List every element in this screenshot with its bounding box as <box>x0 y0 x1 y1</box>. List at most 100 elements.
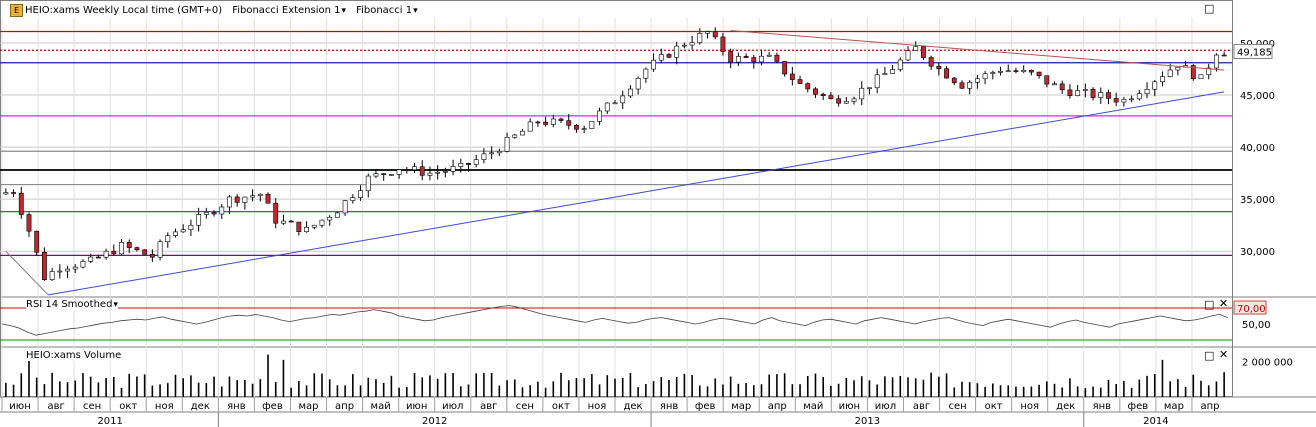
fibonacci-menu[interactable]: Fibonacci 1 <box>356 5 418 16</box>
candle-body <box>751 57 757 63</box>
candle-body <box>1082 89 1088 91</box>
candle-body <box>705 31 710 34</box>
candle-body <box>843 101 849 104</box>
candle-body <box>373 173 379 177</box>
candle-body <box>1214 54 1219 69</box>
year-label: 2012 <box>422 416 447 427</box>
candle-body <box>80 260 86 268</box>
month-label: ноя <box>588 401 607 412</box>
rsi-close-icon[interactable]: ✕ <box>1219 297 1229 310</box>
candle-body <box>57 270 63 273</box>
rsi-title-text: RSI 14 Smoothed <box>26 299 113 310</box>
candle-body <box>1113 98 1119 103</box>
candle-body <box>1090 89 1096 98</box>
candle-body <box>628 88 633 97</box>
candle-body <box>828 95 834 100</box>
candle-body <box>1098 92 1104 98</box>
candle-body <box>882 73 888 76</box>
symbol-selector[interactable]: E HEIO:xams Weekly Local time (GMT+0) <box>10 3 222 17</box>
month-label: окт <box>119 401 137 412</box>
candle-body <box>149 253 155 258</box>
candle-body <box>574 125 579 130</box>
candle-body <box>157 241 163 258</box>
last-price-label: 49,185 <box>1237 47 1272 58</box>
candle-body <box>512 134 518 138</box>
candle-body <box>165 235 171 243</box>
candle-body <box>442 171 448 173</box>
rsi-maximize-icon[interactable]: □ <box>1204 298 1215 311</box>
candle-body <box>304 226 309 232</box>
candle-body <box>219 206 225 215</box>
candle-body <box>1129 98 1135 101</box>
candle-body <box>504 136 510 152</box>
candle-body <box>859 87 865 100</box>
candle-body <box>735 56 741 63</box>
month-label: сен <box>516 401 534 412</box>
candle-body <box>72 266 78 270</box>
candle-body <box>419 166 425 176</box>
candle-body <box>589 121 595 129</box>
month-label: июн <box>839 401 860 412</box>
candle-body <box>227 196 232 208</box>
candle-body <box>527 121 533 132</box>
candle-body <box>1167 69 1173 77</box>
candle-body <box>681 44 687 47</box>
trendline <box>730 29 1225 71</box>
price-tick-label: 30,000 <box>1240 247 1275 258</box>
maximize-icon[interactable]: □ <box>1204 2 1215 15</box>
candle-body <box>743 56 749 58</box>
candle-body <box>789 73 795 80</box>
month-label: янв <box>1093 401 1112 412</box>
candle-body <box>1021 69 1027 72</box>
month-label: май <box>803 401 823 412</box>
candle-body <box>1160 76 1165 83</box>
candle-body <box>173 231 178 236</box>
month-label: сен <box>83 401 101 412</box>
candle-body <box>473 159 479 165</box>
candle-body <box>250 195 256 198</box>
candle-body <box>466 163 471 165</box>
candle-body <box>851 98 857 102</box>
candle-body <box>111 250 117 255</box>
candle-body <box>342 200 348 214</box>
candle-body <box>535 121 541 124</box>
candle-body <box>921 46 926 58</box>
candle-body <box>95 256 101 259</box>
candle-body <box>766 54 772 57</box>
candle-body <box>1013 70 1019 72</box>
candle-body <box>951 77 957 84</box>
candle-body <box>720 36 726 52</box>
month-label: июл <box>442 401 463 412</box>
month-label: дек <box>191 401 210 412</box>
candle-body <box>905 50 911 61</box>
candle-body <box>666 54 672 58</box>
candle-body <box>782 61 788 75</box>
candle-body <box>134 247 140 251</box>
candle-body <box>797 79 803 84</box>
month-label: авг <box>480 401 497 412</box>
candle-body <box>1005 70 1011 72</box>
candle-body <box>543 121 549 125</box>
candle-body <box>689 42 695 46</box>
last-price-box <box>1233 43 1273 59</box>
candle-body <box>365 175 371 192</box>
month-label: июн <box>9 401 30 412</box>
price-tick-label: 35,000 <box>1240 195 1275 206</box>
candle-body <box>1198 74 1204 80</box>
price-tick-label: 40,000 <box>1240 143 1275 154</box>
candle-body <box>643 68 649 79</box>
candle-body <box>550 118 556 125</box>
month-label: ноя <box>1020 401 1039 412</box>
volume-maximize-icon[interactable]: □ <box>1204 349 1215 362</box>
candle-body <box>26 214 32 232</box>
rsi-panel-title[interactable]: RSI 14 Smoothed <box>26 299 118 310</box>
candle-body <box>890 69 896 74</box>
month-label: авг <box>913 401 930 412</box>
candle-body <box>566 120 572 126</box>
month-label: июл <box>875 401 896 412</box>
candle-body <box>180 229 186 233</box>
volume-close-icon[interactable]: ✕ <box>1219 348 1229 361</box>
fib-extension-menu[interactable]: Fibonacci Extension 1 <box>232 5 346 16</box>
candle-body <box>396 169 402 175</box>
